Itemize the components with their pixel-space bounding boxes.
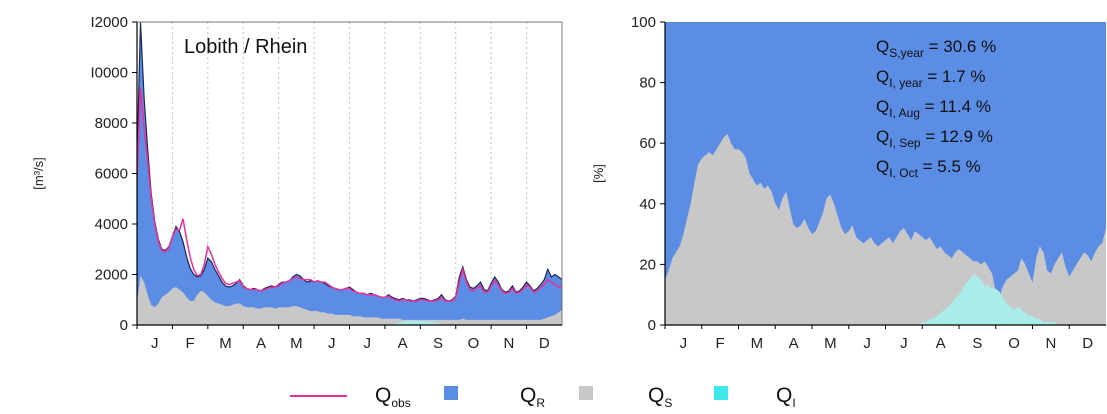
annotation-1-base: Q [876,37,889,56]
annotation-4-base: Q [876,127,889,146]
series-q_obs-line [137,87,562,302]
legend-label-qobs-base: Q [375,384,391,407]
annotation-2: QI, year = 1.7 % [876,67,985,90]
plot-area [665,22,1106,325]
x-tick-label: O [468,335,480,352]
annotation-4: QI, Sep = 12.9 % [876,127,993,150]
legend-label-qr-sub: R [536,396,545,410]
annotation-3-value: = 11.4 % [920,97,991,116]
y-tick-label: 40 [639,196,656,213]
x-tick-label: F [186,335,195,352]
x-tick-label: J [151,335,159,352]
x-tick-label: M [219,335,232,352]
series-q_s-area [665,134,1106,325]
y-tick-label: 4000 [95,216,128,233]
y-tick-label: 80 [639,75,656,92]
x-tick-label: J [328,335,336,352]
legend-marker-qi [714,386,728,400]
y-tick-label: 8000 [95,115,128,132]
y-tick-label: 60 [639,135,656,152]
series-q_i-area [665,273,1106,325]
x-tick-label: D [1082,335,1093,352]
legend-label-qi: QI [776,384,796,410]
annotation-3-base: Q [876,97,889,116]
legend-label-qobs: Qobs [375,384,411,410]
x-tick-label: M [751,335,764,352]
annotation-5-base: Q [876,157,889,176]
y-tick-label: I2000 [90,14,128,31]
plot-area [137,22,562,325]
x-tick-label: S [972,335,982,352]
legend-marker-qs [579,386,593,400]
x-tick-label: A [398,335,408,352]
legend-label-qr-base: Q [520,384,536,407]
annotation-4-value: = 12.9 % [921,127,993,146]
annotation-5-sub: I, Oct [889,166,918,180]
annotation-2-base: Q [876,67,889,86]
x-tick-label: F [716,335,725,352]
annotation-2-sub: I, year [889,76,922,90]
y-tick-label: I0000 [90,65,128,82]
y-tick-label: 0 [648,317,656,334]
legend-label-qs-sub: S [664,396,672,410]
x-tick-label: J [900,335,908,352]
annotation-3-sub: I, Aug [889,106,920,120]
y-tick-label: 6000 [95,166,128,183]
chart-panel-2: 0 20 40 60 80 100 J F M A M J J A S O N D [%] [591,14,1106,352]
legend-label-qi-sub: I [792,396,795,410]
legend-label-qs-base: Q [648,384,664,407]
chart-panel-1: 0 2000 4000 6000 8000 I0000 I2000 J F M A M J J A S O N D [… [31,14,563,352]
annotation-1-value: = 30.6 % [924,37,996,56]
x-tick-label: S [433,335,443,352]
x-tick-label: A [789,335,799,352]
annotation-1: QS,year = 30.6 % [876,37,996,60]
x-tick-label: N [1045,335,1056,352]
x-tick-label: J [680,335,688,352]
x-tick-label: J [863,335,871,352]
legend-label-qobs-sub: obs [391,396,410,410]
y-axis-label: [%] [591,164,606,183]
legend-label-qr: QR [520,384,545,410]
y-tick-label: 100 [631,14,656,31]
series-q_s-area [137,275,562,325]
y-tick-label: 2000 [95,267,128,284]
annotation-2-value: = 1.7 % [923,67,986,86]
y-tick-label: 0 [120,317,128,334]
annotation-3: QI, Aug = 11.4 % [876,97,991,120]
x-tick-label: J [363,335,371,352]
x-tick-label: M [824,335,837,352]
annotation-1-sub: S,year [889,46,924,60]
annotation-5-value: = 5.5 % [918,157,981,176]
annotation-4-sub: I, Sep [889,136,921,150]
x-tick-label: O [1008,335,1020,352]
y-tick-label: 20 [639,256,656,273]
y-axis-label: [m³/s] [31,157,46,190]
legend-label-qs: QS [648,384,672,410]
annotation-5: QI, Oct = 5.5 % [876,157,981,180]
x-tick-label: A [936,335,946,352]
legend-label-qi-base: Q [776,384,792,407]
chart-title: Lobith / Rhein [184,36,307,58]
x-tick-label: N [503,335,514,352]
x-tick-label: D [539,335,550,352]
legend-marker-qr [444,386,458,400]
x-tick-label: M [290,335,303,352]
x-tick-label: A [256,335,266,352]
